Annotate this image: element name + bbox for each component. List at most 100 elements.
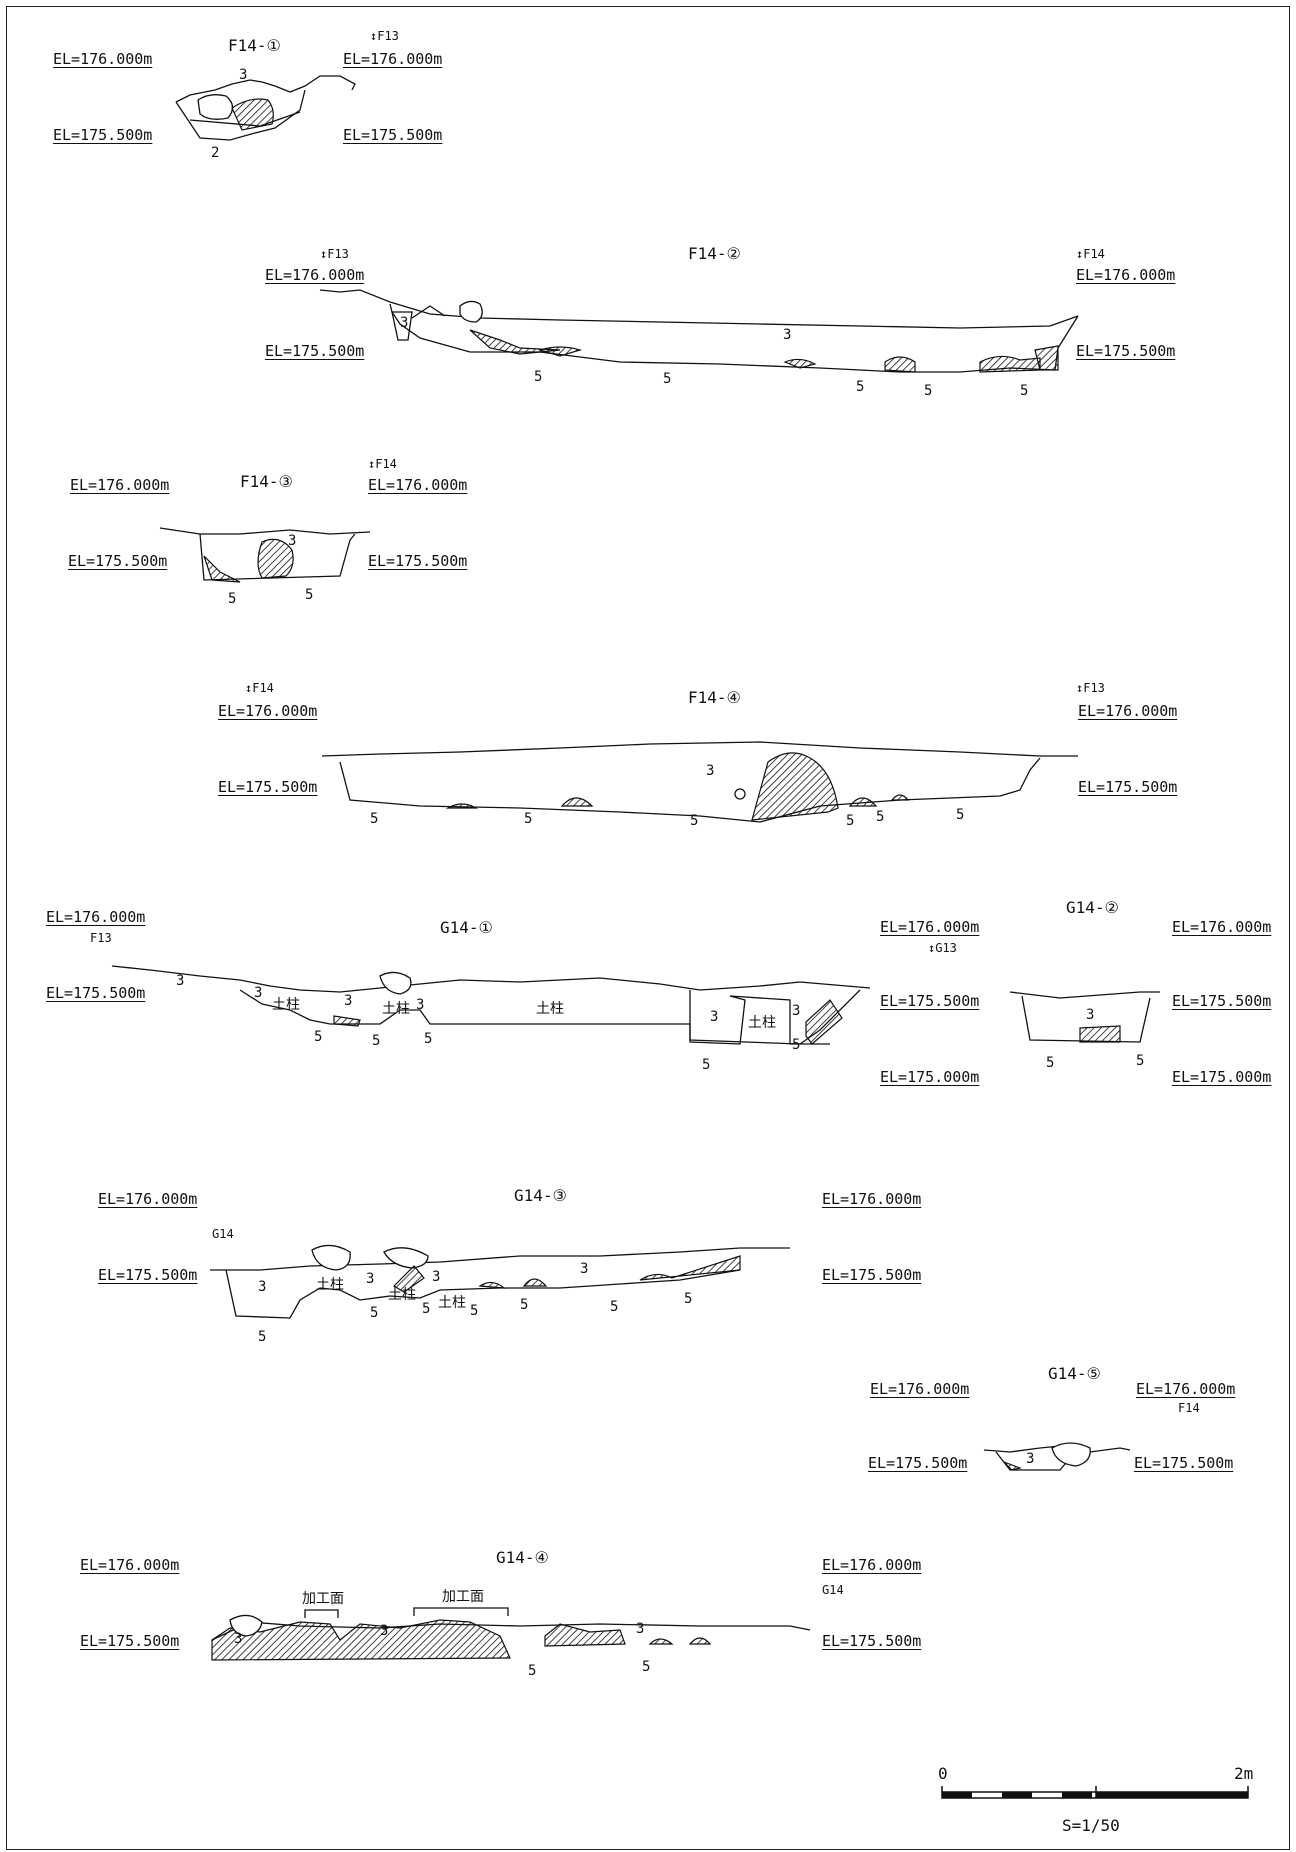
grid-marker-f14: ↕F14 (245, 681, 274, 695)
elevation-label: EL=176.000m (218, 702, 318, 720)
section-title-g14-5: G14-⑤ (1048, 1364, 1101, 1383)
section-title-f14-3: F14-③ (240, 472, 293, 491)
section-title-g14-2: G14-② (1066, 898, 1119, 917)
drawing-sheet (6, 6, 1290, 1850)
scale-ratio-label: S=1/50 (1062, 1816, 1120, 1835)
grid-marker-f13: ↕F13 (1076, 681, 1105, 695)
layer-label: 5 (228, 591, 237, 607)
elevation-label: EL=176.000m (46, 908, 146, 926)
layer-label: 5 (372, 1033, 381, 1049)
elevation-label: EL=176.000m (880, 918, 980, 936)
layer-label: 3 (366, 1271, 375, 1287)
layer-label: 5 (846, 813, 855, 829)
layer-label: 5 (534, 369, 543, 385)
layer-label: 3 (792, 1003, 801, 1019)
elevation-label: EL=176.000m (1136, 1380, 1236, 1398)
elevation-label: EL=176.000m (53, 50, 153, 68)
layer-label: 5 (370, 811, 379, 827)
layer-label: 5 (470, 1303, 479, 1319)
elevation-label: EL=175.000m (880, 1068, 980, 1086)
profile-f14-3 (159, 527, 371, 583)
layer-label: 5 (956, 807, 965, 823)
elevation-label: EL=175.500m (265, 342, 365, 360)
elevation-label: EL=176.000m (265, 266, 365, 284)
worked-surface-label: 加工面 (302, 1591, 344, 1607)
section-title-g14-4: G14-④ (496, 1548, 549, 1567)
layer-label: 5 (924, 383, 933, 399)
worked-surface-label: 加工面 (442, 1589, 484, 1605)
layer-label: 3 (234, 1631, 243, 1647)
grid-marker-g14: G14 (822, 1583, 844, 1597)
layer-label: 3 (416, 997, 425, 1013)
layer-label: 5 (424, 1031, 433, 1047)
pillar-label: 土柱 (382, 1001, 410, 1017)
grid-marker-f14: ↕F14 (1076, 247, 1105, 261)
grid-marker-f13: F13 (90, 931, 112, 945)
layer-label: 3 (380, 1623, 389, 1639)
section-title-g14-3: G14-③ (514, 1186, 567, 1205)
elevation-label: EL=175.500m (343, 126, 443, 144)
elevation-label: EL=175.500m (822, 1266, 922, 1284)
grid-marker-f14: ↕F14 (368, 457, 397, 471)
layer-label: 5 (520, 1297, 529, 1313)
elevation-label: EL=175.500m (868, 1454, 968, 1472)
layer-label: 5 (1136, 1053, 1145, 1069)
elevation-label: EL=176.000m (822, 1190, 922, 1208)
profile-f14-2 (319, 289, 1079, 373)
layer-label: 3 (710, 1009, 719, 1025)
section-title-f14-1: F14-① (228, 36, 281, 55)
layer-label: 5 (305, 587, 314, 603)
layer-label: 5 (856, 379, 865, 395)
elevation-label: EL=176.000m (368, 476, 468, 494)
layer-label: 5 (663, 371, 672, 387)
grid-marker-f14: F14 (1178, 1401, 1200, 1415)
section-title-f14-4: F14-④ (688, 688, 741, 707)
layer-label: 5 (610, 1299, 619, 1315)
layer-label: 3 (432, 1269, 441, 1285)
layer-label: 5 (314, 1029, 323, 1045)
elevation-label: EL=175.500m (68, 552, 168, 570)
section-title-f14-2: F14-② (688, 244, 741, 263)
elevation-label: EL=175.500m (80, 1632, 180, 1650)
elevation-label: EL=176.000m (343, 50, 443, 68)
profile-g14-5 (983, 1442, 1131, 1471)
elevation-label: EL=175.500m (98, 1266, 198, 1284)
elevation-label: EL=175.500m (53, 126, 153, 144)
pillar-label: 土柱 (388, 1287, 416, 1303)
pillar-label: 土柱 (536, 1001, 564, 1017)
layer-label: 5 (702, 1057, 711, 1073)
layer-label: 5 (258, 1329, 267, 1345)
elevation-label: EL=175.500m (1134, 1454, 1234, 1472)
layer-label: 5 (642, 1659, 651, 1675)
layer-label: 3 (344, 993, 353, 1009)
elevation-label: EL=176.000m (1172, 918, 1272, 936)
grid-marker-f13: ↕F13 (370, 29, 399, 43)
layer-label: 5 (422, 1301, 431, 1317)
layer-label: 3 (239, 67, 248, 83)
scale-start-label: 0 (938, 1764, 948, 1783)
elevation-label: EL=175.500m (1078, 778, 1178, 796)
layer-label: 5 (792, 1037, 801, 1053)
scale-end-label: 2m (1234, 1764, 1254, 1783)
elevation-label: EL=175.500m (822, 1632, 922, 1650)
pillar-label: 土柱 (316, 1277, 344, 1293)
layer-label: 3 (258, 1279, 267, 1295)
layer-label: 3 (1026, 1451, 1035, 1467)
elevation-label: EL=175.500m (880, 992, 980, 1010)
layer-label: 3 (288, 533, 297, 549)
elevation-label: EL=175.500m (1076, 342, 1176, 360)
elevation-label: EL=175.000m (1172, 1068, 1272, 1086)
profile-g14-1 (111, 965, 871, 1045)
layer-label: 3 (706, 763, 715, 779)
elevation-label: EL=176.000m (98, 1190, 198, 1208)
layer-label: 3 (783, 327, 792, 343)
profile-g14-2 (1009, 991, 1160, 1043)
layer-label: 3 (176, 973, 185, 989)
elevation-label: EL=176.000m (1078, 702, 1178, 720)
elevation-label: EL=176.000m (70, 476, 170, 494)
elevation-label: EL=176.000m (80, 1556, 180, 1574)
layer-label: 5 (528, 1663, 537, 1679)
profile-g14-3 (210, 1244, 790, 1319)
layer-label: 5 (524, 811, 533, 827)
